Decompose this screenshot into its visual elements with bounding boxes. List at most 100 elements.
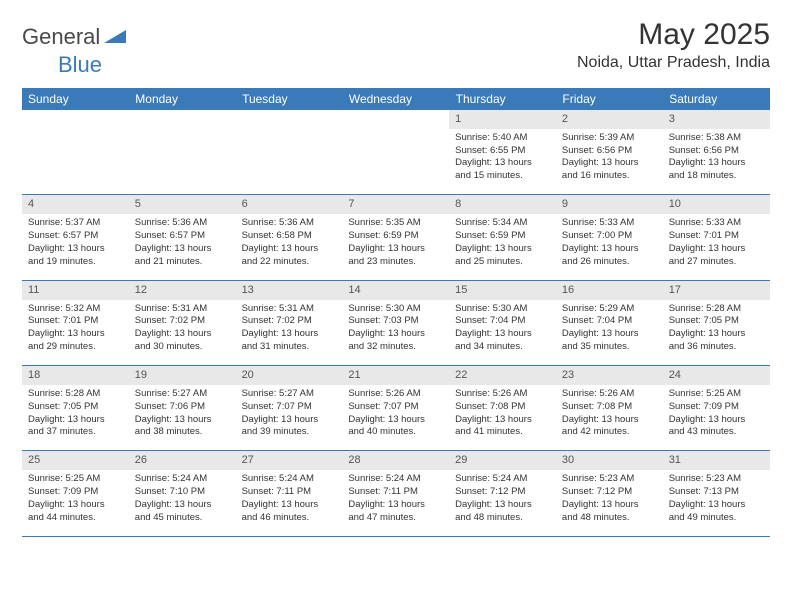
day-number: 26 (129, 451, 236, 470)
sunset-line: Sunset: 7:10 PM (135, 486, 230, 499)
sunrise-line: Sunrise: 5:27 AM (242, 388, 337, 401)
sunrise-line: Sunrise: 5:23 AM (669, 473, 764, 486)
day-number: 27 (236, 451, 343, 470)
sunset-line: Sunset: 6:55 PM (455, 145, 550, 158)
daylight-line: Daylight: 13 hours and 34 minutes. (455, 328, 550, 354)
sunrise-line: Sunrise: 5:24 AM (135, 473, 230, 486)
daynum-row: 123 (22, 110, 770, 129)
day-number: 6 (236, 195, 343, 214)
day-header: Sunday (22, 88, 129, 110)
day-number: 1 (449, 110, 556, 129)
day-number: 18 (22, 366, 129, 385)
day-number: 13 (236, 280, 343, 299)
day-cell: Sunrise: 5:31 AMSunset: 7:02 PMDaylight:… (129, 300, 236, 366)
day-cell: Sunrise: 5:23 AMSunset: 7:12 PMDaylight:… (556, 470, 663, 536)
sunset-line: Sunset: 7:01 PM (669, 230, 764, 243)
day-number: 17 (663, 280, 770, 299)
day-number: 14 (342, 280, 449, 299)
sunset-line: Sunset: 6:57 PM (135, 230, 230, 243)
day-cell: Sunrise: 5:38 AMSunset: 6:56 PMDaylight:… (663, 129, 770, 195)
day-number: 30 (556, 451, 663, 470)
sunset-line: Sunset: 7:00 PM (562, 230, 657, 243)
daylight-line: Daylight: 13 hours and 41 minutes. (455, 414, 550, 440)
data-row: Sunrise: 5:32 AMSunset: 7:01 PM Daylight:… (22, 300, 770, 366)
day-number: 16 (556, 280, 663, 299)
sunset-line: Sunset: 7:12 PM (562, 486, 657, 499)
daylight-line: Daylight: 13 hours and 18 minutes. (669, 157, 764, 183)
sunrise-line: Sunrise: 5:38 AM (669, 132, 764, 145)
day-cell: Sunrise: 5:30 AMSunset: 7:04 PMDaylight:… (449, 300, 556, 366)
sunrise-line: Sunrise: 5:33 AM (562, 217, 657, 230)
day-number: 5 (129, 195, 236, 214)
day-cell: Sunrise: 5:31 AMSunset: 7:02 PMDaylight:… (236, 300, 343, 366)
day-cell: Sunrise: 5:37 AMSunset: 6:57 PMDaylight:… (22, 214, 129, 280)
day-number: 25 (22, 451, 129, 470)
day-cell: Sunrise: 5:24 AMSunset: 7:12 PMDaylight:… (449, 470, 556, 536)
sunset-line: Sunset: 7:09 PM (28, 486, 123, 499)
daylight-line: Daylight: 13 hours and 37 minutes. (28, 414, 123, 440)
day-cell (342, 129, 449, 195)
data-row: Sunrise: 5:40 AMSunset: 6:55 PMDaylight:… (22, 129, 770, 195)
day-cell: Sunrise: 5:39 AMSunset: 6:56 PMDaylight:… (556, 129, 663, 195)
daynum-row: 45678910 (22, 195, 770, 214)
day-number: 20 (236, 366, 343, 385)
sunrise-line: Sunrise: 5:32 AM (28, 303, 123, 316)
sunset-line: Sunset: 7:02 PM (135, 315, 230, 328)
sunset-line: Sunset: 7:01 PM (28, 315, 123, 328)
calendar-table: SundayMondayTuesdayWednesdayThursdayFrid… (22, 88, 770, 537)
daylight-line: Daylight: 13 hours and 31 minutes. (242, 328, 337, 354)
sunset-line: Sunset: 6:59 PM (455, 230, 550, 243)
sunrise-line: Sunrise: 5:37 AM (28, 217, 123, 230)
day-header: Tuesday (236, 88, 343, 110)
data-row: Sunrise: 5:28 AMSunset: 7:05 PMDaylight:… (22, 385, 770, 451)
day-number: 10 (663, 195, 770, 214)
day-cell (236, 129, 343, 195)
sunrise-line: Sunrise: 5:25 AM (28, 473, 123, 486)
daylight-line: Daylight: 13 hours and 19 minutes. (28, 243, 123, 269)
sunrise-line: Sunrise: 5:24 AM (455, 473, 550, 486)
day-cell: Sunrise: 5:32 AMSunset: 7:01 PMDaylight:… (22, 300, 129, 366)
daylight-line: Daylight: 13 hours and 44 minutes. (28, 499, 123, 525)
day-number: 7 (342, 195, 449, 214)
day-number (342, 110, 449, 129)
day-cell: Sunrise: 5:25 AMSunset: 7:09 PMDaylight:… (22, 470, 129, 536)
sunset-line: Sunset: 7:08 PM (455, 401, 550, 414)
sunrise-line: Sunrise: 5:36 AM (135, 217, 230, 230)
day-number (129, 110, 236, 129)
daylight-line: Daylight: 13 hours and 26 minutes. (562, 243, 657, 269)
day-number: 22 (449, 366, 556, 385)
sunset-line: Sunset: 7:02 PM (242, 315, 337, 328)
sunrise-line: Sunrise: 5:31 AM (242, 303, 337, 316)
sunset-line: Sunset: 7:03 PM (348, 315, 443, 328)
logo-text-blue: Blue (58, 52, 792, 78)
day-header: Wednesday (342, 88, 449, 110)
day-number: 19 (129, 366, 236, 385)
daylight-line: Daylight: 13 hours and 42 minutes. (562, 414, 657, 440)
day-number: 29 (449, 451, 556, 470)
day-number (236, 110, 343, 129)
day-cell: Sunrise: 5:24 AMSunset: 7:10 PMDaylight:… (129, 470, 236, 536)
sunrise-line: Sunrise: 5:26 AM (562, 388, 657, 401)
sunrise-line: Sunrise: 5:28 AM (669, 303, 764, 316)
daylight-line: Daylight: 13 hours and 22 minutes. (242, 243, 337, 269)
daylight-line: Daylight: 13 hours and 25 minutes. (455, 243, 550, 269)
day-number: 15 (449, 280, 556, 299)
sunset-line: Sunset: 7:11 PM (348, 486, 443, 499)
daynum-row: 11121314151617 (22, 280, 770, 299)
day-header: Friday (556, 88, 663, 110)
sunset-line: Sunset: 7:11 PM (242, 486, 337, 499)
daylight-line: Daylight: 13 hours and 45 minutes. (135, 499, 230, 525)
day-number (22, 110, 129, 129)
daylight-line: Daylight: 13 hours and 23 minutes. (348, 243, 443, 269)
daylight-line: Daylight: 13 hours and 27 minutes. (669, 243, 764, 269)
day-cell: Sunrise: 5:30 AMSunset: 7:03 PMDaylight:… (342, 300, 449, 366)
day-number: 23 (556, 366, 663, 385)
sunset-line: Sunset: 7:06 PM (135, 401, 230, 414)
daylight-line: Daylight: 13 hours and 16 minutes. (562, 157, 657, 183)
sunset-line: Sunset: 7:07 PM (348, 401, 443, 414)
day-cell: Sunrise: 5:24 AMSunset: 7:11 PMDaylight:… (236, 470, 343, 536)
sunset-line: Sunset: 7:08 PM (562, 401, 657, 414)
sunset-line: Sunset: 7:05 PM (28, 401, 123, 414)
day-cell: Sunrise: 5:40 AMSunset: 6:55 PMDaylight:… (449, 129, 556, 195)
sunset-line: Sunset: 7:04 PM (562, 315, 657, 328)
